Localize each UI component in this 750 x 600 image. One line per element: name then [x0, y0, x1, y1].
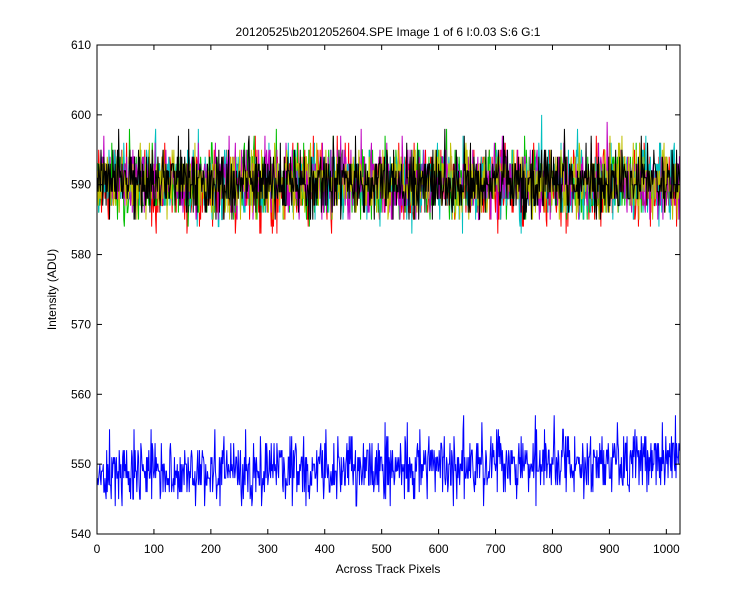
y-tick-label: 560 — [71, 387, 91, 401]
y-axis-ticks: 540 550 560 570 580 590 600 610 — [71, 38, 680, 541]
plot-frame — [96, 44, 681, 535]
x-axis-title: Across Track Pixels — [336, 562, 441, 576]
plot-area — [97, 114, 680, 507]
x-tick-label: 700 — [486, 542, 506, 556]
x-axis-ticks: 0 100 200 300 400 500 600 700 800 900 1000 — [94, 45, 680, 556]
y-tick-label: 550 — [71, 457, 91, 471]
y-tick-label: 610 — [71, 38, 91, 52]
y-tick-label: 540 — [71, 527, 91, 541]
x-tick-label: 200 — [201, 542, 221, 556]
y-tick-label: 590 — [71, 178, 91, 192]
series-layer — [97, 114, 680, 507]
x-tick-label: 0 — [94, 542, 101, 556]
y-axis-title: Intensity (ADU) — [45, 249, 59, 330]
series-black-line — [97, 128, 680, 220]
x-tick-label: 1000 — [653, 542, 680, 556]
y-tick-label: 580 — [71, 248, 91, 262]
x-tick-label: 600 — [429, 542, 449, 556]
x-tick-label: 400 — [315, 542, 335, 556]
x-tick-label: 800 — [542, 542, 562, 556]
x-tick-label: 300 — [258, 542, 278, 556]
x-tick-label: 900 — [599, 542, 619, 556]
y-tick-label: 570 — [71, 317, 91, 331]
y-tick-label: 600 — [71, 108, 91, 122]
x-tick-label: 500 — [372, 542, 392, 556]
series-blue-line — [97, 415, 680, 507]
chart-title: 20120525\b2012052604.SPE Image 1 of 6 I:… — [236, 25, 541, 39]
x-tick-label: 100 — [144, 542, 164, 556]
